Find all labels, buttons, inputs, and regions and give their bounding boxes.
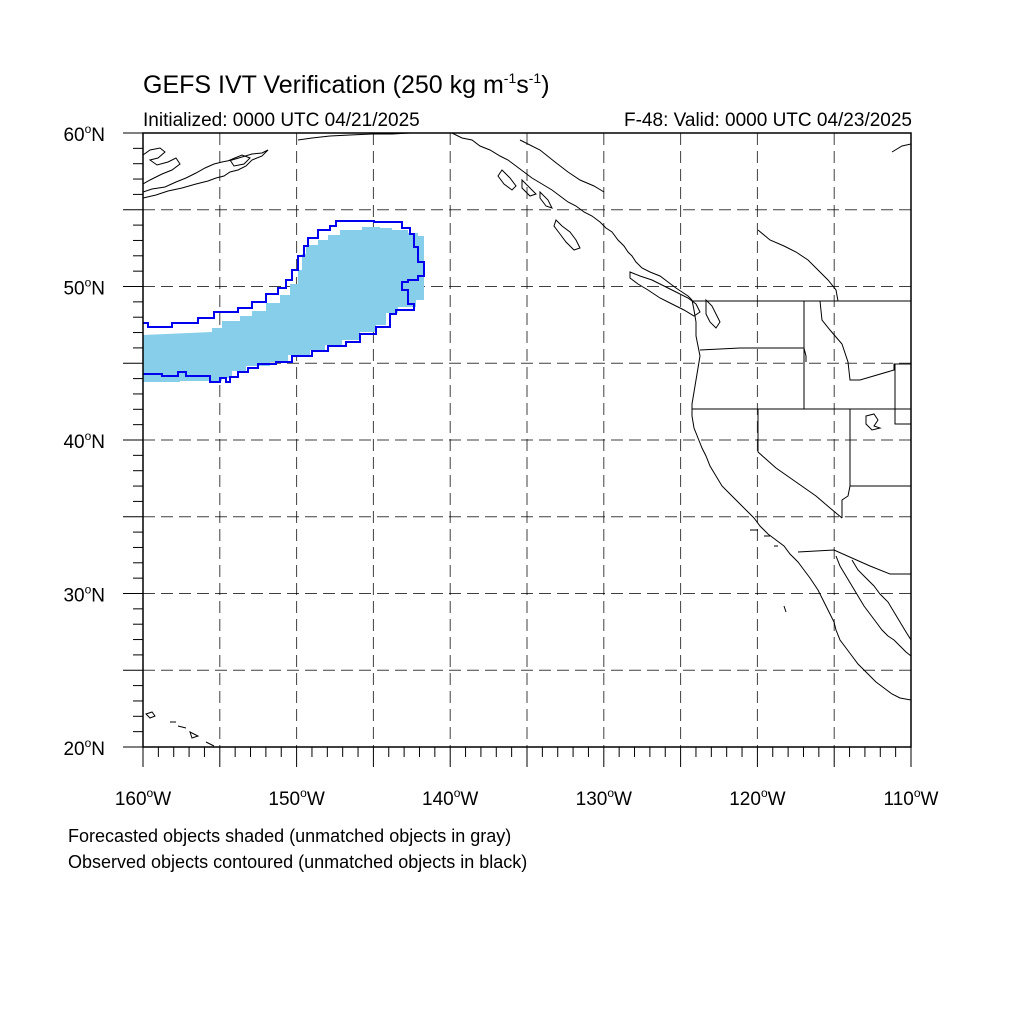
coastline-vancouver-island [629,271,701,317]
coastline-gulf-mainland [851,559,911,641]
forecast-objects [143,227,424,382]
lat-label-50N: 50oN [63,276,105,300]
coastline-haida-gwaii [553,219,581,251]
coastline-hudson-bay-edge [757,229,839,302]
lat-label-40N: 40oN [63,429,105,453]
plot-title: GEFS IVT Verification (250 kg m-1s-1) [143,70,550,100]
border-id-mt [819,300,911,381]
coastline-puget-sound [705,298,721,329]
coastline-alaska-mainland-north [519,139,605,193]
init-time-label: Initialized: 0000 UTC 04/21/2025 [143,110,420,131]
border-us-mexico [797,549,911,575]
coastlines [143,133,911,747]
footnote-forecast: Forecasted objects shaded (unmatched obj… [68,826,512,846]
coastline-channel-islands [750,529,787,613]
lon-label-130W: 130oW [576,786,632,810]
forecast-object-shaded [143,227,424,382]
coastline-kodiak [229,154,251,167]
coastline-baja-east [835,555,911,657]
coastline-alaska-islands [497,169,553,209]
title-exponent-2: -1 [528,70,542,86]
observed-object-contour [143,220,425,383]
coastline-alaska-peninsula [143,149,269,199]
title-unit-s: s [516,71,529,99]
coastline-great-salt-lake [865,413,882,431]
footnote-observed: Observed objects contoured (unmatched ob… [68,852,528,872]
axis-labels: 60oN 50oN 40oN 30oN 20oN 160oW 150oW 140oW 130oW… [63,122,938,810]
lon-label-150W: 150oW [268,786,324,810]
lat-label-60N: 60oN [63,122,105,146]
lon-label-160W: 160oW [115,786,171,810]
coastline-alaska-west [143,147,181,185]
coastline-us-west [691,299,911,701]
title-text: GEFS IVT Verification (250 kg m [143,71,504,99]
graticule [123,132,912,767]
lon-label-140W: 140oW [422,786,478,810]
lat-label-20N: 20oN [63,736,105,760]
plot-frame [142,132,912,748]
coastline-hawaii [145,711,215,747]
coastline-gulf-of-alaska [297,133,411,141]
title-close: ) [541,71,550,99]
lon-label-120W: 120oW [729,786,785,810]
coastline-canada-lakes [891,143,911,153]
lon-label-110W: 110oW [884,786,939,810]
border-wa-or [699,347,807,362]
observed-objects [143,220,425,383]
coastline-southeast-alaska [451,133,693,301]
valid-time-label: F-48: Valid: 0000 UTC 04/23/2025 [624,110,912,131]
border-ca-nv [757,409,843,519]
title-exponent-1: -1 [503,70,517,86]
border-nv-ut [849,409,911,487]
lat-label-30N: 30oN [63,583,105,607]
border-ut-wy [894,364,911,425]
border-nv-az [841,485,851,518]
